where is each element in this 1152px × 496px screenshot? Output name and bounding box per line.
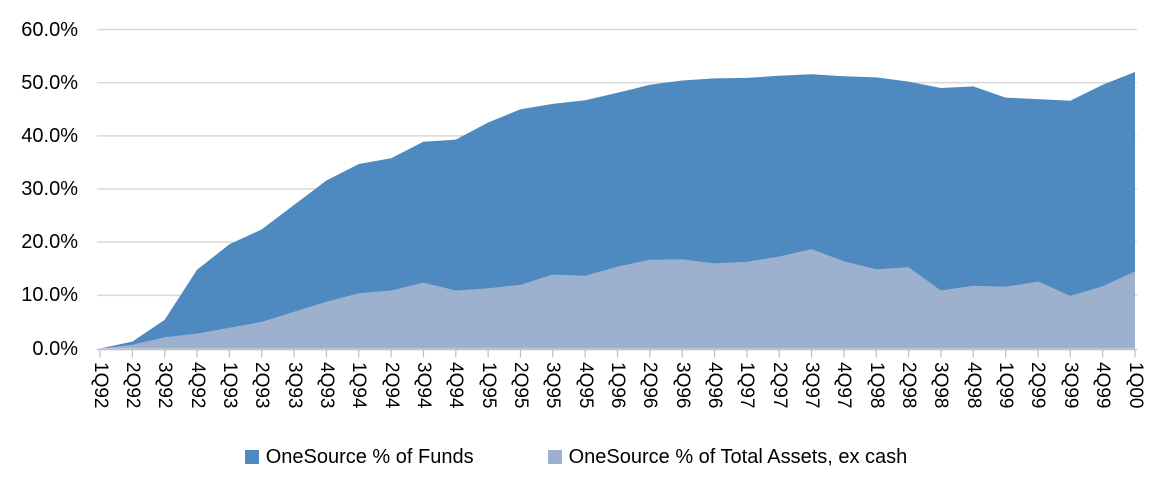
y-tick-label-10.0%: 10.0% [21, 284, 78, 307]
x-tick-label-3Q97: 3Q97 [801, 362, 823, 409]
y-tick-label-0.0%: 0.0% [32, 337, 78, 360]
x-tick-label-2Q96: 2Q96 [639, 362, 661, 409]
y-tick-label-30.0%: 30.0% [21, 178, 78, 200]
x-tick-label-4Q97: 4Q97 [833, 362, 855, 409]
x-tick-label-1Q97: 1Q97 [736, 362, 758, 409]
legend-item-assets: OneSource % of Total Assets, ex cash [547, 445, 908, 469]
x-tick-label-3Q99: 3Q99 [1059, 362, 1081, 409]
x-tick-label-3Q96: 3Q96 [671, 362, 693, 409]
x-tick-label-3Q93: 3Q93 [283, 362, 305, 409]
funds-legend-marker-icon [244, 450, 259, 464]
x-tick-label-3Q92: 3Q92 [154, 362, 176, 409]
x-tick-label-4Q92: 4Q92 [186, 362, 208, 409]
y-tick-label-60.0%: 60.0% [21, 18, 78, 41]
legend-item-funds: OneSource % of Funds [244, 445, 474, 469]
y-tick-label-20.0%: 20.0% [21, 231, 78, 254]
x-tick-label-4Q93: 4Q93 [315, 362, 337, 409]
x-tick-label-1Q92: 1Q92 [89, 362, 111, 409]
funds-legend-label: OneSource % of Funds [265, 445, 474, 468]
y-tick-label-50.0%: 50.0% [21, 71, 78, 94]
x-tick-label-1Q96: 1Q96 [607, 362, 628, 409]
x-tick-label-1Q95: 1Q95 [477, 362, 499, 409]
x-tick-label-4Q98: 4Q98 [962, 362, 984, 409]
assets-legend-label: OneSource % of Total Assets, ex cash [568, 445, 908, 468]
x-tick-label-1Q99: 1Q99 [995, 362, 1017, 409]
y-tick-label-40.0%: 40.0% [21, 124, 78, 147]
x-tick-label-3Q98: 3Q98 [930, 362, 952, 409]
x-tick-label-2Q94: 2Q94 [380, 362, 402, 409]
x-tick-label-2Q97: 2Q97 [768, 362, 790, 409]
x-tick-label-4Q99: 4Q99 [1092, 362, 1114, 409]
x-tick-label-4Q96: 4Q96 [704, 362, 726, 409]
x-tick-label-1Q93: 1Q93 [218, 362, 240, 409]
assets-legend-marker-icon [547, 450, 562, 464]
x-tick-label-4Q95: 4Q95 [574, 362, 596, 409]
x-tick-label-2Q99: 2Q99 [1027, 362, 1049, 409]
x-tick-label-2Q92: 2Q92 [121, 362, 143, 409]
x-tick-label-4Q94: 4Q94 [445, 362, 467, 409]
x-tick-label-3Q94: 3Q94 [412, 362, 434, 409]
x-tick-label-2Q98: 2Q98 [898, 362, 920, 409]
x-tick-label-1Q94: 1Q94 [348, 362, 370, 409]
x-tick-label-2Q95: 2Q95 [509, 362, 531, 409]
chart-legend: OneSource % of Funds OneSource % of Tota… [0, 441, 1152, 473]
x-tick-label-3Q95: 3Q95 [542, 362, 564, 409]
assets-area-series [100, 249, 1135, 349]
x-tick-label-1Q00: 1Q00 [1124, 362, 1146, 409]
x-tick-label-2Q93: 2Q93 [251, 362, 273, 409]
x-tick-label-1Q98: 1Q98 [865, 362, 887, 409]
